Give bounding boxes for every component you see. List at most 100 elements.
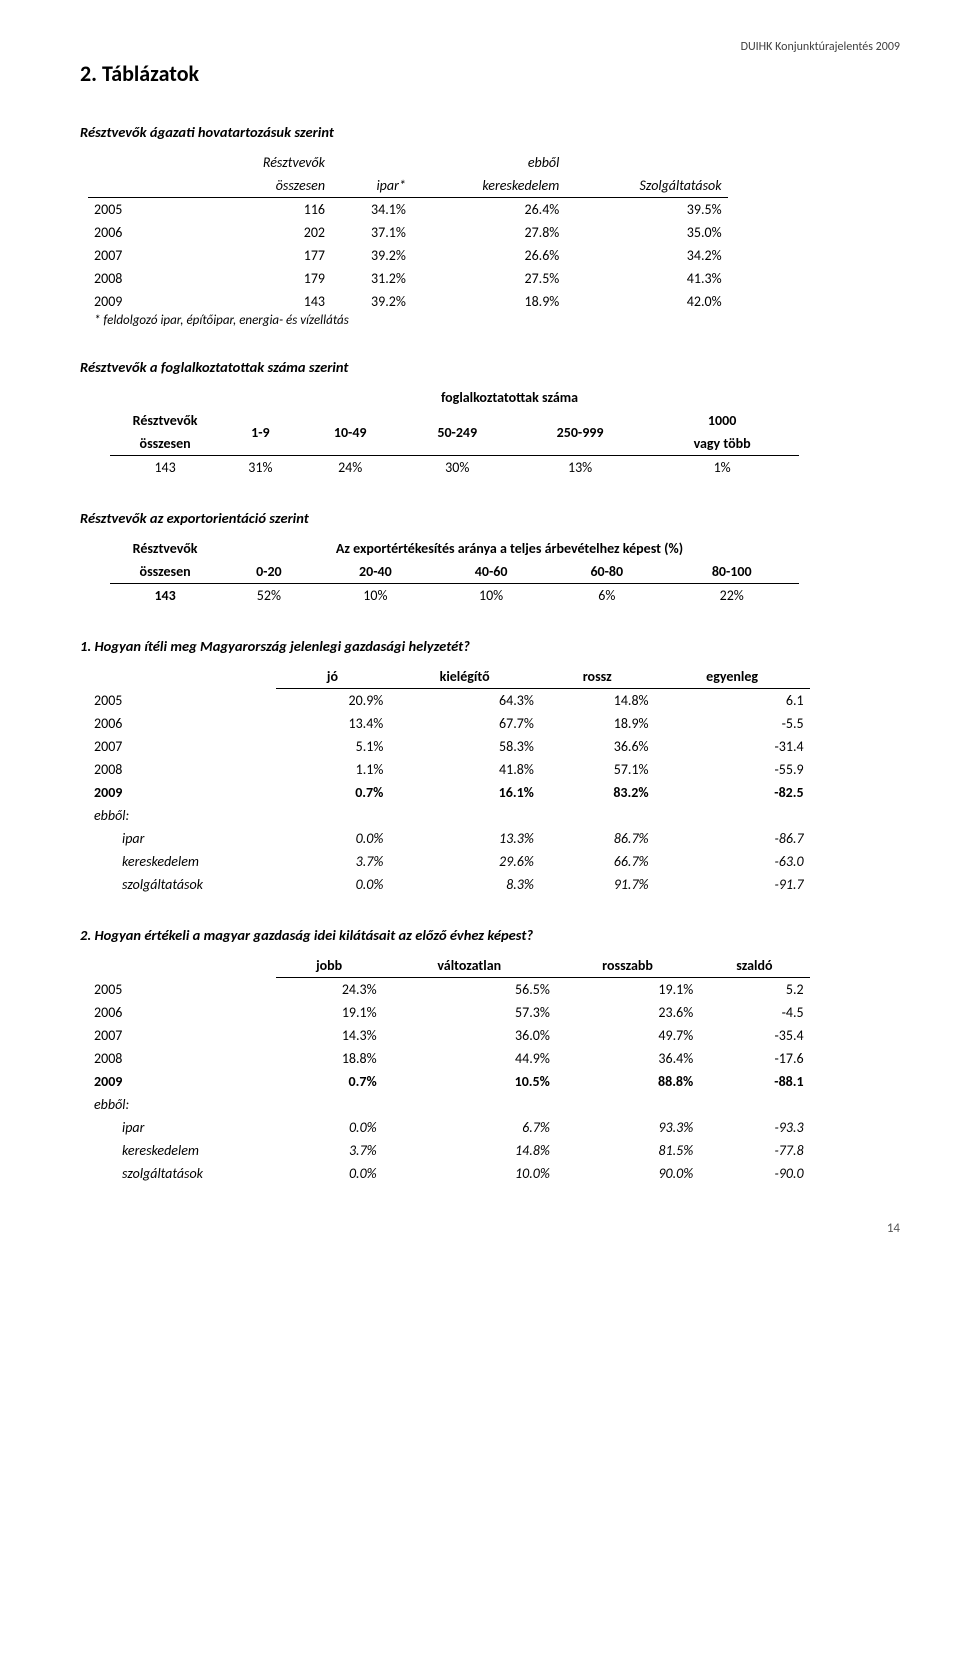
cell-ebbol-label: ebből: (88, 1093, 276, 1116)
q1-title: 1. Hogyan ítéli meg Magyarország jelenle… (80, 637, 900, 655)
cell: 20.9% (276, 689, 390, 713)
table-row: 200817931.2%27.5%41.3% (88, 267, 728, 290)
row-label-osszesen: összesen (110, 560, 220, 584)
cell: 41.3% (565, 267, 727, 290)
table-foglalkoztatottak: foglalkoztatottak száma Résztvevők 1-9 1… (110, 386, 799, 479)
cell: 91.7% (540, 873, 655, 896)
cell: -63.0 (655, 850, 810, 873)
cell: 27.8% (412, 221, 565, 244)
table-row: 143 52% 10% 10% 6% 22% (110, 584, 799, 608)
cell: 67.7% (389, 712, 540, 735)
cell: 10% (433, 584, 549, 608)
cell: 34.1% (331, 198, 412, 222)
table-row: 143 31% 24% 30% 13% 1% (110, 456, 799, 480)
cell: -5.5 (655, 712, 810, 735)
cell: -82.5 (655, 781, 810, 804)
table-row: szolgáltatások0.0%8.3%91.7%-91.7 (88, 873, 810, 896)
col-span-export: Az exportértékesítés aránya a teljes árb… (220, 537, 799, 560)
table-row: 200914339.2%18.9%42.0% (88, 290, 728, 313)
cell: 29.6% (389, 850, 540, 873)
cell: 26.4% (412, 198, 565, 222)
col-1-9: 1-9 (220, 409, 300, 456)
col-szolg: Szolgáltatások (565, 174, 727, 198)
cell: 81.5% (556, 1139, 699, 1162)
cell: 14.8% (540, 689, 655, 713)
cell: 23.6% (556, 1001, 699, 1024)
col-50-249: 50-249 (400, 409, 515, 456)
cell: 39.5% (565, 198, 727, 222)
table-row-ebbol-label: ebből: (88, 804, 810, 827)
cell: 1% (645, 456, 798, 480)
cell-year: 2006 (88, 221, 203, 244)
table-row: 200613.4%67.7%18.9%-5.5 (88, 712, 810, 735)
table-q1: jó kielégítő rossz egyenleg 200520.9%64.… (88, 665, 810, 896)
q2-title: 2. Hogyan értékeli a magyar gazdaság ide… (80, 926, 900, 944)
cell: 13.3% (389, 827, 540, 850)
cell: 24% (301, 456, 400, 480)
cell: 83.2% (540, 781, 655, 804)
cell-empty (276, 804, 390, 827)
cell: 177 (203, 244, 331, 267)
cell-year: 2005 (88, 978, 276, 1002)
cell: -35.4 (699, 1024, 809, 1047)
col-80-100: 80-100 (665, 560, 799, 584)
cell: 57.1% (540, 758, 655, 781)
table-row: ipar0.0%6.7%93.3%-93.3 (88, 1116, 810, 1139)
cell: 3.7% (276, 850, 390, 873)
cell: 14.8% (383, 1139, 556, 1162)
cell-year: 2007 (88, 244, 203, 267)
col-1000: 1000 (645, 409, 798, 432)
cell: 1.1% (276, 758, 390, 781)
table-row: 200520.9%64.3%14.8%6.1 (88, 689, 810, 713)
section2-title: Résztvevők a foglalkoztatottak száma sze… (80, 358, 900, 376)
cell: 0.7% (276, 781, 390, 804)
cell: 34.2% (565, 244, 727, 267)
cell: 24.3% (276, 978, 383, 1002)
cell: 202 (203, 221, 331, 244)
table-row: 200524.3%56.5%19.1%5.2 (88, 978, 810, 1002)
cell-total: 143 (110, 456, 220, 480)
row-label: Résztvevők (110, 537, 220, 560)
cell-category: szolgáltatások (88, 1162, 276, 1185)
cell: 39.2% (331, 244, 412, 267)
cell: -93.3 (699, 1116, 809, 1139)
cell: -4.5 (699, 1001, 809, 1024)
cell: 0.0% (276, 827, 390, 850)
cell-empty (383, 1093, 556, 1116)
row-label: Résztvevők (110, 409, 220, 432)
table-row: 20081.1%41.8%57.1%-55.9 (88, 758, 810, 781)
col-10-49: 10-49 (301, 409, 400, 456)
cell-empty (540, 804, 655, 827)
cell: 49.7% (556, 1024, 699, 1047)
cell-empty (389, 804, 540, 827)
cell: 8.3% (389, 873, 540, 896)
cell-year: 2006 (88, 712, 276, 735)
cell: 10% (318, 584, 434, 608)
cell: 64.3% (389, 689, 540, 713)
cell: 14.3% (276, 1024, 383, 1047)
cell: 31% (220, 456, 300, 480)
cell: 30% (400, 456, 515, 480)
cell-empty (276, 1093, 383, 1116)
cell-category: kereskedelem (88, 1139, 276, 1162)
cell-year: 2008 (88, 758, 276, 781)
cell: 5.1% (276, 735, 390, 758)
cell: 179 (203, 267, 331, 290)
cell: 41.8% (389, 758, 540, 781)
cell-empty (699, 1093, 809, 1116)
table-row: 20090.7%16.1%83.2%-82.5 (88, 781, 810, 804)
cell: -31.4 (655, 735, 810, 758)
col-ipar: ipar* (331, 174, 412, 198)
table-row: 200714.3%36.0%49.7%-35.4 (88, 1024, 810, 1047)
cell: 66.7% (540, 850, 655, 873)
cell: 31.2% (331, 267, 412, 290)
cell: 0.0% (276, 1116, 383, 1139)
cell-empty (556, 1093, 699, 1116)
cell: 10.5% (383, 1070, 556, 1093)
cell: 0.0% (276, 1162, 383, 1185)
cell: 13.4% (276, 712, 390, 735)
cell: -17.6 (699, 1047, 809, 1070)
col-jo: jó (276, 665, 390, 689)
cell: 6.1 (655, 689, 810, 713)
cell: 18.9% (412, 290, 565, 313)
